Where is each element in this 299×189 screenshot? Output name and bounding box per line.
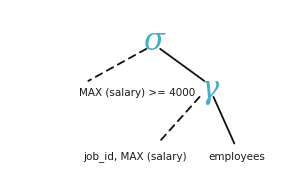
Text: γ: γ bbox=[200, 74, 218, 105]
Text: MAX (salary) >= 4000: MAX (salary) >= 4000 bbox=[79, 88, 195, 98]
Text: employees: employees bbox=[208, 152, 265, 162]
Text: σ: σ bbox=[143, 26, 164, 57]
Text: job_id, MAX (salary): job_id, MAX (salary) bbox=[83, 151, 187, 162]
